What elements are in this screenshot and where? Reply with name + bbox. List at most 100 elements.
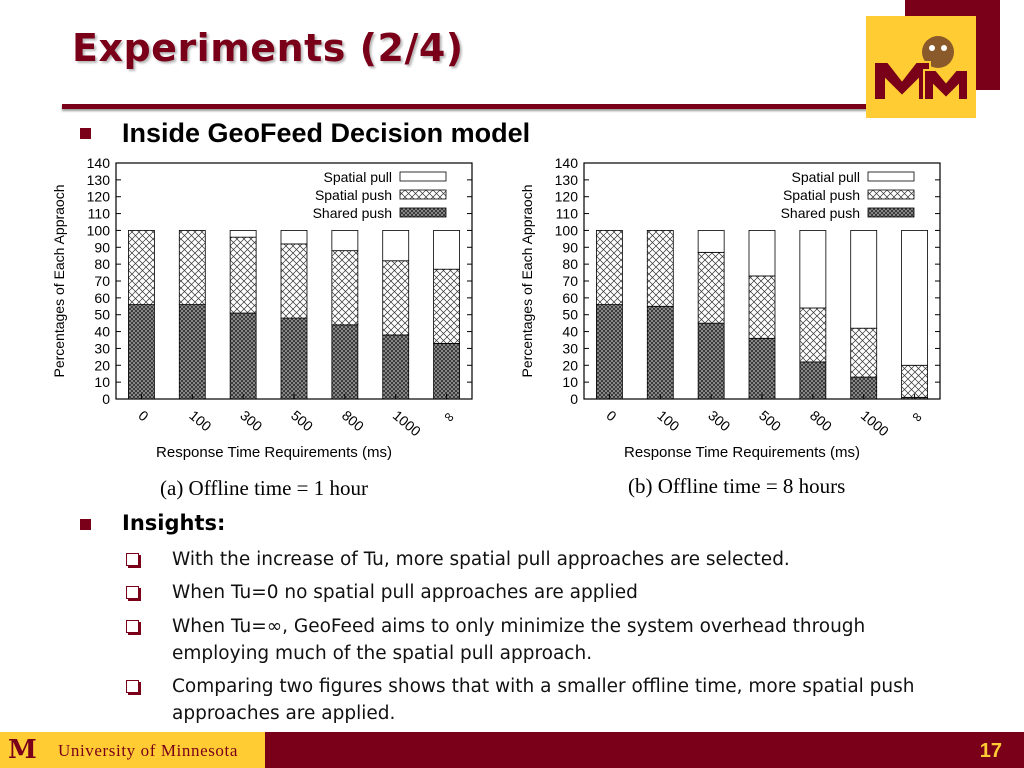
- y-tick-label: 40: [562, 324, 578, 340]
- x-tick-label: 800: [339, 407, 367, 434]
- bar-spatial-pull: [697, 230, 725, 253]
- y-tick-label: 50: [562, 307, 578, 323]
- bar-spatial-push: [280, 243, 308, 319]
- bar-spatial-push: [178, 230, 206, 305]
- x-tick-label: ∞: [909, 407, 927, 426]
- x-tick-label: 0: [136, 407, 152, 424]
- y-tick-label: 110: [556, 206, 579, 222]
- bar-spatial-push: [901, 364, 928, 398]
- footer-university-name: University of Minnesota: [58, 741, 238, 760]
- x-tick-label: 0: [604, 407, 620, 424]
- footer-bar: M University of Minnesota 17: [0, 732, 1024, 768]
- bar-spatial-push: [382, 260, 410, 336]
- bar-shared-push: [178, 304, 206, 400]
- insight-item-1: With the increase of Tu, more spatial pu…: [172, 549, 790, 570]
- bar-shared-push: [331, 324, 359, 400]
- legend-swatch-shared-push: [867, 207, 915, 218]
- checkbox-bullet-icon: [126, 586, 139, 599]
- y-tick-label: 30: [94, 340, 110, 356]
- insight-item-3: When Tu=∞, GeoFeed aims to only minimize…: [172, 616, 866, 664]
- bar-shared-push: [229, 312, 257, 400]
- bar-shared-push: [646, 305, 674, 400]
- insight-item-4: Comparing two figures shows that with a …: [172, 676, 915, 724]
- caption-a: (a) Offline time = 1 hour: [160, 476, 368, 500]
- legend-label: Spatial pull: [792, 169, 861, 185]
- legend-swatch-spatial-pull: [867, 171, 915, 182]
- y-tick-label: 80: [94, 256, 110, 272]
- slide-title: Experiments (2/4): [72, 26, 464, 70]
- bar-spatial-pull: [382, 230, 410, 262]
- y-tick-label: 0: [102, 391, 110, 407]
- bar-spatial-push: [697, 251, 725, 324]
- bar-shared-push: [697, 322, 725, 400]
- bar-shared-push: [433, 342, 460, 400]
- y-tick-label: 120: [555, 189, 579, 205]
- checkbox-bullet-icon: [126, 620, 139, 633]
- y-tick-label: 100: [555, 222, 579, 238]
- y-tick-label: 70: [562, 273, 578, 289]
- y-tick-label: 130: [87, 172, 111, 188]
- bar-spatial-push: [748, 275, 776, 339]
- goldy-logo: [866, 16, 976, 118]
- y-tick-label: 90: [94, 239, 110, 255]
- legend-swatch-spatial-push: [867, 189, 915, 200]
- x-tick-label: ∞: [441, 407, 459, 426]
- legend-label: Shared push: [781, 205, 860, 221]
- legend-label: Spatial push: [783, 187, 860, 203]
- y-tick-label: 140: [555, 155, 579, 171]
- y-tick-label: 60: [94, 290, 110, 306]
- y-tick-label: 20: [94, 357, 110, 373]
- y-tick-label: 10: [562, 374, 578, 390]
- bar-spatial-push: [229, 236, 257, 314]
- y-tick-label: 20: [562, 357, 578, 373]
- y-tick-label: 140: [87, 155, 111, 171]
- insights-bullet-marker: [80, 519, 91, 530]
- bar-spatial-pull: [748, 230, 776, 277]
- bar-spatial-push: [799, 307, 827, 363]
- x-axis-label: Response Time Requirements (ms): [624, 444, 860, 461]
- bar-spatial-pull: [331, 230, 359, 252]
- bar-spatial-pull: [850, 230, 878, 329]
- bar-spatial-pull: [433, 230, 460, 270]
- y-tick-label: 40: [94, 324, 110, 340]
- y-tick-label: 80: [562, 256, 578, 272]
- y-tick-label: 120: [87, 189, 111, 205]
- bar-shared-push: [382, 334, 410, 400]
- main-bullet-text: Inside GeoFeed Decision model: [122, 118, 531, 148]
- x-tick-label: 1000: [390, 407, 424, 439]
- y-tick-label: 50: [94, 307, 110, 323]
- y-tick-label: 130: [555, 172, 579, 188]
- title-divider: [62, 104, 872, 109]
- bar-spatial-pull: [229, 230, 257, 238]
- y-tick-label: 100: [87, 222, 111, 238]
- y-tick-label: 0: [570, 391, 578, 407]
- mascot-logo-icon: [873, 36, 969, 101]
- x-tick-label: 800: [807, 407, 835, 434]
- x-tick-label: 300: [705, 407, 733, 434]
- legend-label: Spatial push: [315, 187, 392, 203]
- chart-offline-8-hours: 0102030405060708090100110120130140Percen…: [519, 155, 941, 461]
- legend-swatch-spatial-pull: [399, 171, 447, 182]
- y-axis-label: Percentages of Each Appraoch: [51, 184, 67, 377]
- y-axis-label: Percentages of Each Appraoch: [519, 184, 535, 377]
- insight-item-2: When Tu=0 no spatial pull approaches are…: [172, 582, 638, 603]
- bar-spatial-push: [850, 327, 878, 378]
- x-tick-label: 500: [756, 407, 784, 434]
- x-tick-label: 500: [288, 407, 316, 434]
- checkbox-bullet-icon: [126, 553, 139, 566]
- legend-swatch-shared-push: [399, 207, 447, 218]
- caption-b: (b) Offline time = 8 hours: [628, 474, 846, 498]
- footer-university-logo: M University of Minnesota: [0, 732, 265, 768]
- insights-title: Insights:: [122, 511, 226, 535]
- y-tick-label: 10: [94, 374, 110, 390]
- chart-offline-1-hour: 0102030405060708090100110120130140Percen…: [51, 155, 473, 461]
- legend-label: Shared push: [313, 205, 392, 221]
- x-tick-label: 100: [654, 407, 682, 434]
- bar-shared-push: [280, 317, 308, 400]
- bar-spatial-push: [128, 230, 155, 305]
- x-tick-label: 300: [237, 407, 265, 434]
- x-tick-label: 1000: [858, 407, 892, 439]
- y-tick-label: 60: [562, 290, 578, 306]
- bar-shared-push: [128, 304, 155, 400]
- checkbox-bullet-icon: [126, 680, 139, 693]
